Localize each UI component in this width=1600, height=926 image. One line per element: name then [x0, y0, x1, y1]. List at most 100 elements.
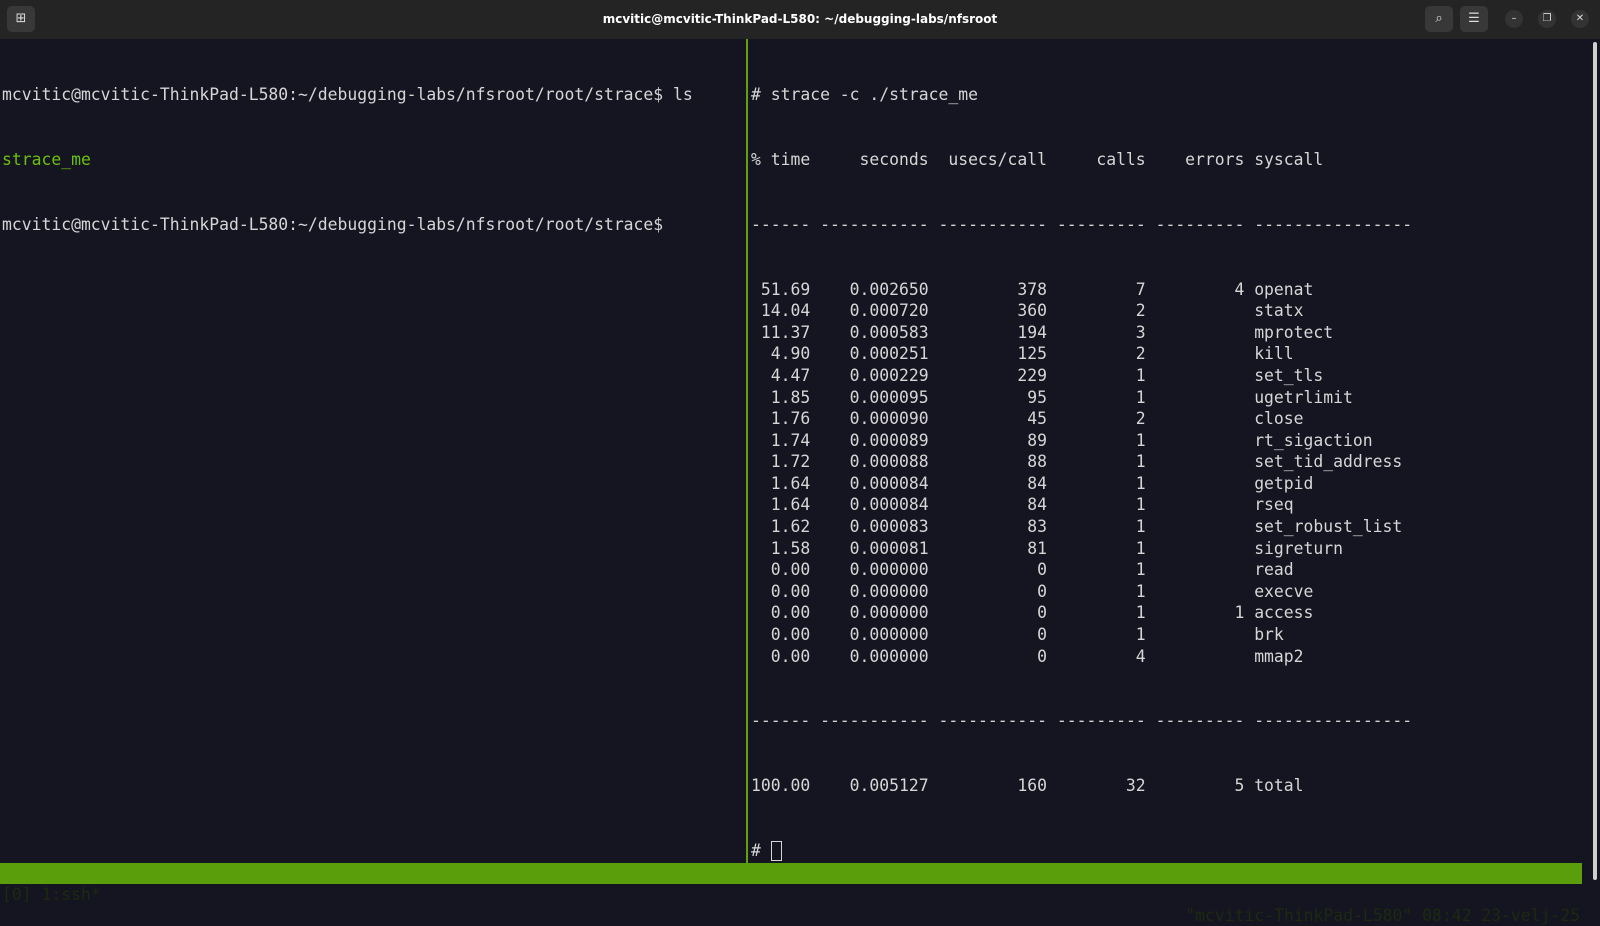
cell-syscall: set_tid_address — [1254, 452, 1403, 472]
cell-calls: 1 — [1135, 581, 1146, 601]
cell-usecs-per-call: 45 — [1027, 409, 1048, 429]
cell-pct-time: 4.90 — [770, 344, 811, 364]
table-row: 0.00 0.000000 0 4 mmap2 — [751, 646, 1591, 668]
table-row: 11.37 0.000583 194 3 mprotect — [751, 322, 1591, 344]
cell-calls: 1 — [1135, 473, 1146, 493]
cell-syscall: kill — [1254, 344, 1294, 364]
table-row: 0.00 0.000000 0 1 brk — [751, 624, 1591, 646]
minimize-icon: – — [1511, 13, 1517, 24]
new-tab-button[interactable]: ⊞ — [7, 6, 35, 32]
cell-syscall: mprotect — [1254, 322, 1334, 342]
table-body: 51.69 0.002650 378 7 4 openat 14.04 0.000720 360… — [751, 279, 1591, 668]
window-title: mcvitic@mcvitic-ThinkPad-L580: ~/debuggi… — [602, 12, 998, 26]
cell-pct-time: 0.00 — [770, 646, 811, 666]
prompt: # — [751, 840, 771, 860]
cell-seconds: 0.000090 — [849, 409, 929, 429]
table-row: 0.00 0.000000 0 1 1 access — [751, 602, 1591, 624]
cell-seconds: 0.000000 — [849, 560, 929, 580]
table-row: 4.47 0.000229 229 1 set_tls — [751, 365, 1591, 387]
menu-button[interactable]: ☰ — [1460, 6, 1488, 32]
cell-syscall: rt_sigaction — [1254, 430, 1373, 450]
cell-syscall: ugetrlimit — [1254, 387, 1353, 407]
table-header: % time seconds usecs/call calls errors syscal… — [751, 149, 1591, 171]
cell-syscall: rseq — [1254, 495, 1294, 515]
cell-usecs-per-call: 360 — [1017, 301, 1048, 321]
cell-seconds: seconds — [859, 149, 929, 169]
cell-seconds: 0.000000 — [849, 581, 929, 601]
cell-usecs-per-call: 125 — [1017, 344, 1048, 364]
cell-seconds: 0.000000 — [849, 646, 929, 666]
cell-seconds: 0.002650 — [849, 279, 929, 299]
scrollbar[interactable] — [1593, 42, 1597, 880]
cell-syscall: getpid — [1254, 473, 1314, 493]
cell-calls: 4 — [1135, 646, 1146, 666]
cell-seconds: 0.005127 — [849, 776, 929, 796]
cell-usecs-per-call: 160 — [1017, 776, 1048, 796]
cell-calls: 2 — [1135, 409, 1146, 429]
cursor — [770, 841, 782, 862]
cell-calls: 2 — [1135, 344, 1146, 364]
cell-calls: 1 — [1135, 603, 1146, 623]
cell-usecs-per-call: 378 — [1017, 279, 1048, 299]
table-row: 0.00 0.000000 0 1 execve — [751, 581, 1591, 603]
cell-errors: 5 — [1234, 776, 1245, 796]
window-list[interactable]: [0] 1:ssh* — [2, 885, 101, 904]
total-row: 100.00 0.005127 160 32 5 total — [751, 775, 1591, 797]
cell-seconds: 0.000251 — [849, 344, 929, 364]
cell-pct-time: 0.00 — [770, 581, 811, 601]
right-pane[interactable]: # strace -c ./strace_me % time seconds use… — [751, 41, 1591, 883]
command-line: # strace -c ./strace_me — [751, 85, 978, 105]
cell-usecs-per-call: 0 — [1037, 560, 1048, 580]
cell-usecs-per-call: 95 — [1027, 387, 1048, 407]
cell-pct-time: 0.00 — [770, 603, 811, 623]
table-row: 1.58 0.000081 81 1 sigreturn — [751, 538, 1591, 560]
separator: ------ ----------- ----------- ---------… — [751, 711, 1413, 731]
cell-syscall: openat — [1254, 279, 1314, 299]
terminal-prompt: mcvitic@mcvitic-ThinkPad-L580:~/debuggin… — [2, 214, 664, 234]
cell-seconds: 0.000583 — [849, 322, 929, 342]
cell-calls: 1 — [1135, 387, 1146, 407]
search-button[interactable]: ⌕ — [1425, 6, 1453, 32]
separator: ------ ----------- ----------- ---------… — [751, 214, 1413, 234]
cell-pct-time: 14.04 — [760, 301, 811, 321]
cell-pct-time: 1.85 — [770, 387, 811, 407]
minimize-button[interactable]: – — [1505, 10, 1523, 28]
cell-usecs-per-call: 81 — [1027, 538, 1048, 558]
cell-calls: 2 — [1135, 301, 1146, 321]
cell-usecs-per-call: 89 — [1027, 430, 1048, 450]
table-row: 51.69 0.002650 378 7 4 openat — [751, 279, 1591, 301]
cell-seconds: 0.000000 — [849, 603, 929, 623]
cell-errors: errors — [1185, 149, 1245, 169]
cell-usecs-per-call: usecs/call — [948, 149, 1048, 169]
cell-calls: calls — [1096, 149, 1146, 169]
cell-pct-time: 11.37 — [760, 322, 811, 342]
cell-syscall: access — [1254, 603, 1314, 623]
table-row: 1.64 0.000084 84 1 getpid — [751, 473, 1591, 495]
cell-syscall: statx — [1254, 301, 1304, 321]
cell-syscall: close — [1254, 409, 1304, 429]
cell-pct-time: 51.69 — [760, 279, 811, 299]
cell-pct-time: 4.47 — [770, 365, 811, 385]
cell-syscall: syscall — [1254, 149, 1324, 169]
cell-seconds: 0.000083 — [849, 517, 929, 537]
cell-usecs-per-call: 194 — [1017, 322, 1048, 342]
cell-pct-time: 0.00 — [770, 625, 811, 645]
cell-seconds: 0.000088 — [849, 452, 929, 472]
cell-seconds: 0.000084 — [849, 473, 929, 493]
pane-divider[interactable] — [746, 39, 748, 863]
cell-syscall: read — [1254, 560, 1294, 580]
cell-pct-time: 1.64 — [770, 495, 811, 515]
cell-calls: 1 — [1135, 430, 1146, 450]
cell-seconds: 0.000081 — [849, 538, 929, 558]
close-button[interactable]: ✕ — [1571, 10, 1589, 28]
table-row: 1.76 0.000090 45 2 close — [751, 408, 1591, 430]
table-row: 1.74 0.000089 89 1 rt_sigaction — [751, 430, 1591, 452]
cell-calls: 1 — [1135, 452, 1146, 472]
cell-calls: 1 — [1135, 625, 1146, 645]
cell-calls: 3 — [1135, 322, 1146, 342]
maximize-button[interactable]: ❐ — [1538, 10, 1556, 28]
cell-seconds: 0.000229 — [849, 365, 929, 385]
search-icon: ⌕ — [1435, 11, 1443, 26]
cell-errors: 4 — [1234, 279, 1245, 299]
left-pane[interactable]: mcvitic@mcvitic-ThinkPad-L580:~/debuggin… — [2, 41, 744, 257]
